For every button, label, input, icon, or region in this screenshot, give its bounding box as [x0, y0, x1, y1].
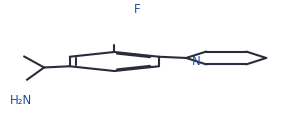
Text: H₂N: H₂N: [10, 94, 33, 107]
Text: F: F: [134, 3, 141, 16]
Text: N: N: [192, 55, 200, 68]
